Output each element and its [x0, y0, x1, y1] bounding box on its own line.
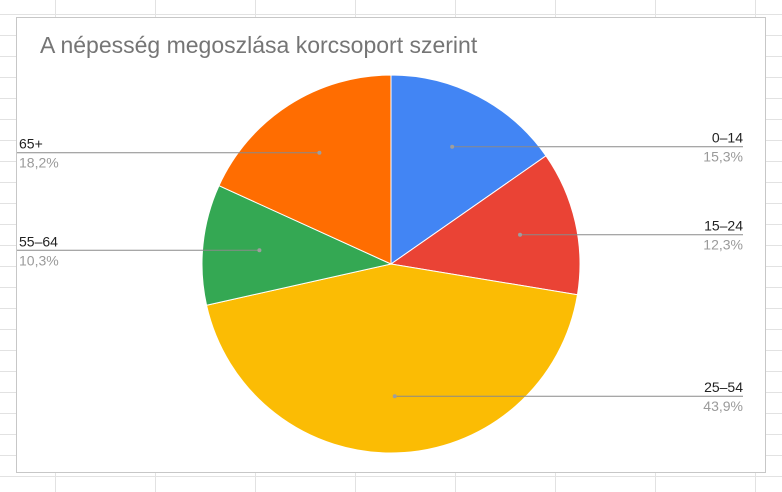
- category-label: 25–54: [704, 379, 743, 395]
- pie-chart: 0–14 15,3% 15–24 12,3% 25–54 43,9% 55–64 10,3% 6…: [17, 74, 743, 454]
- leader-dot: [317, 150, 322, 155]
- category-label: 15–24: [704, 218, 743, 234]
- chart-title: A népesség megoszlása korcsoport szerint: [40, 32, 478, 58]
- slice-label-25-54: 25–54 43,9%: [392, 379, 743, 414]
- leader-dot: [518, 232, 523, 237]
- percent-label: 43,9%: [703, 398, 743, 414]
- pie-slice-25-54[interactable]: [205, 263, 579, 454]
- slice-label-65: 65+ 18,2%: [17, 136, 322, 171]
- pie-slice-55-64[interactable]: [201, 185, 393, 306]
- leader-dot: [450, 144, 455, 149]
- category-label: 65+: [19, 136, 43, 152]
- chart[interactable]: A népesség megoszlása korcsoport szerint…: [16, 17, 766, 473]
- category-label: 0–14: [712, 130, 743, 146]
- category-label: 55–64: [19, 233, 58, 249]
- percent-label: 12,3%: [703, 237, 743, 253]
- slice-label-0-14: 0–14 15,3%: [450, 130, 743, 165]
- pie-slice-15-24[interactable]: [389, 155, 581, 296]
- percent-label: 18,2%: [19, 155, 59, 171]
- slice-label-15-24: 15–24 12,3%: [518, 218, 743, 253]
- slice-label-55-64: 55–64 10,3%: [17, 233, 262, 268]
- leader-dot: [392, 394, 397, 399]
- pie-slice-0-14[interactable]: [390, 74, 547, 265]
- pie-slice-65[interactable]: [218, 74, 392, 265]
- percent-label: 10,3%: [19, 252, 59, 268]
- percent-label: 15,3%: [703, 149, 743, 165]
- leader-dot: [257, 248, 262, 253]
